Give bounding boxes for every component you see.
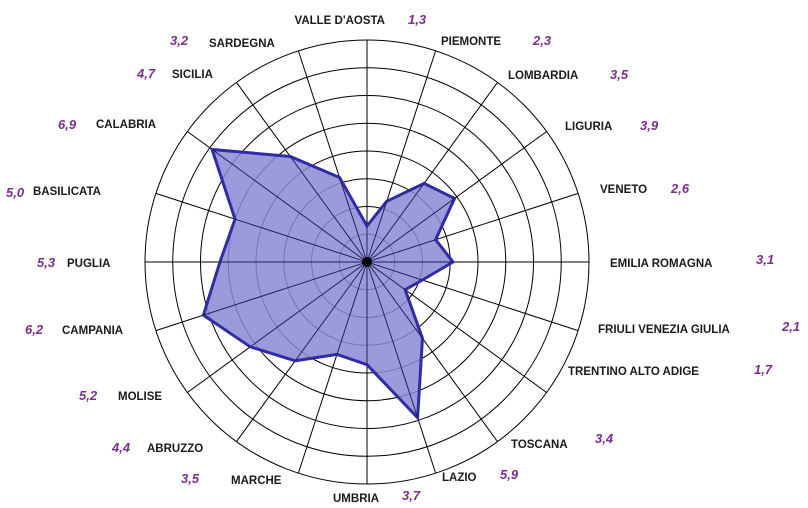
value-label-1: 1,3: [408, 12, 427, 27]
inner-spoke-2: [366, 201, 388, 263]
inner-spoke-9: [366, 261, 423, 339]
region-label-20: SARDEGNA: [209, 38, 275, 50]
value-label-7: 2,1: [781, 319, 800, 334]
value-label-14: 5,2: [79, 388, 98, 403]
inner-spoke-20: [339, 177, 368, 263]
region-label-19: SICILIA: [172, 69, 213, 81]
region-label-4: LIGURIA: [565, 121, 612, 133]
region-label-2: PIEMONTE: [441, 36, 501, 48]
inner-spoke-4: [366, 198, 455, 263]
inner-spoke-7: [366, 261, 423, 281]
value-label-19: 4,7: [136, 66, 156, 81]
value-label-17: 5,0: [6, 185, 25, 200]
value-label-4: 3,9: [640, 118, 659, 133]
region-label-5: VENETO: [600, 184, 647, 196]
inner-spoke-13: [294, 261, 368, 362]
value-label-20: 3,2: [170, 33, 189, 48]
region-label-9: TOSCANA: [511, 439, 568, 451]
inner-spoke-3: [366, 183, 425, 263]
value-label-6: 3,1: [756, 252, 774, 267]
inner-spoke-18: [211, 149, 368, 263]
region-label-8: TRENTINO ALTO ADIGE: [568, 366, 699, 378]
inner-spoke-10: [366, 261, 419, 418]
region-label-14: MOLISE: [118, 391, 162, 403]
region-label-6: EMILIA ROMAGNA: [610, 258, 712, 270]
inner-spoke-19: [289, 156, 368, 263]
value-label-9: 3,4: [595, 431, 614, 446]
value-label-2: 2,3: [532, 33, 552, 48]
inner-spoke-8: [366, 261, 406, 291]
region-label-16: PUGLIA: [67, 258, 110, 270]
value-label-5: 2,6: [670, 181, 690, 196]
value-label-8: 1,7: [754, 362, 773, 377]
value-label-11: 3,7: [402, 488, 421, 503]
value-label-16: 5,3: [37, 255, 56, 270]
inner-spoke-15: [203, 261, 368, 316]
region-label-15: CAMPANIA: [62, 325, 123, 337]
region-label-17: BASILICATA: [33, 186, 101, 198]
center-dot: [362, 257, 372, 267]
inner-spoke-5: [366, 239, 436, 263]
region-label-13: ABRUZZO: [147, 443, 203, 455]
region-label-10: LAZIO: [442, 472, 477, 484]
inner-spoke-12: [336, 261, 368, 355]
labels-layer: VALLE D'AOSTA 1,3 PIEMONTE 2,3 LOMBARDIA 3,5 L…: [6, 12, 800, 505]
region-label-7: FRIULI VENEZIA GIULIA: [598, 324, 730, 336]
value-label-13: 4,4: [111, 440, 131, 455]
region-label-1: VALLE D'AOSTA: [295, 15, 385, 27]
value-label-15: 6,2: [25, 322, 44, 337]
region-label-18: CALABRIA: [96, 119, 156, 131]
region-label-3: LOMBARDIA: [508, 70, 578, 82]
region-label-12: MARCHE: [231, 475, 282, 487]
value-label-18: 6,9: [58, 117, 77, 132]
inner-spoke-17: [234, 218, 368, 263]
inner-spoke-14: [249, 261, 368, 348]
region-label-11: UMBRIA: [333, 493, 379, 505]
value-label-3: 3,5: [610, 67, 629, 82]
value-label-12: 3,5: [181, 471, 200, 486]
series-layer: [201, 147, 457, 422]
value-label-10: 5,9: [500, 467, 519, 482]
